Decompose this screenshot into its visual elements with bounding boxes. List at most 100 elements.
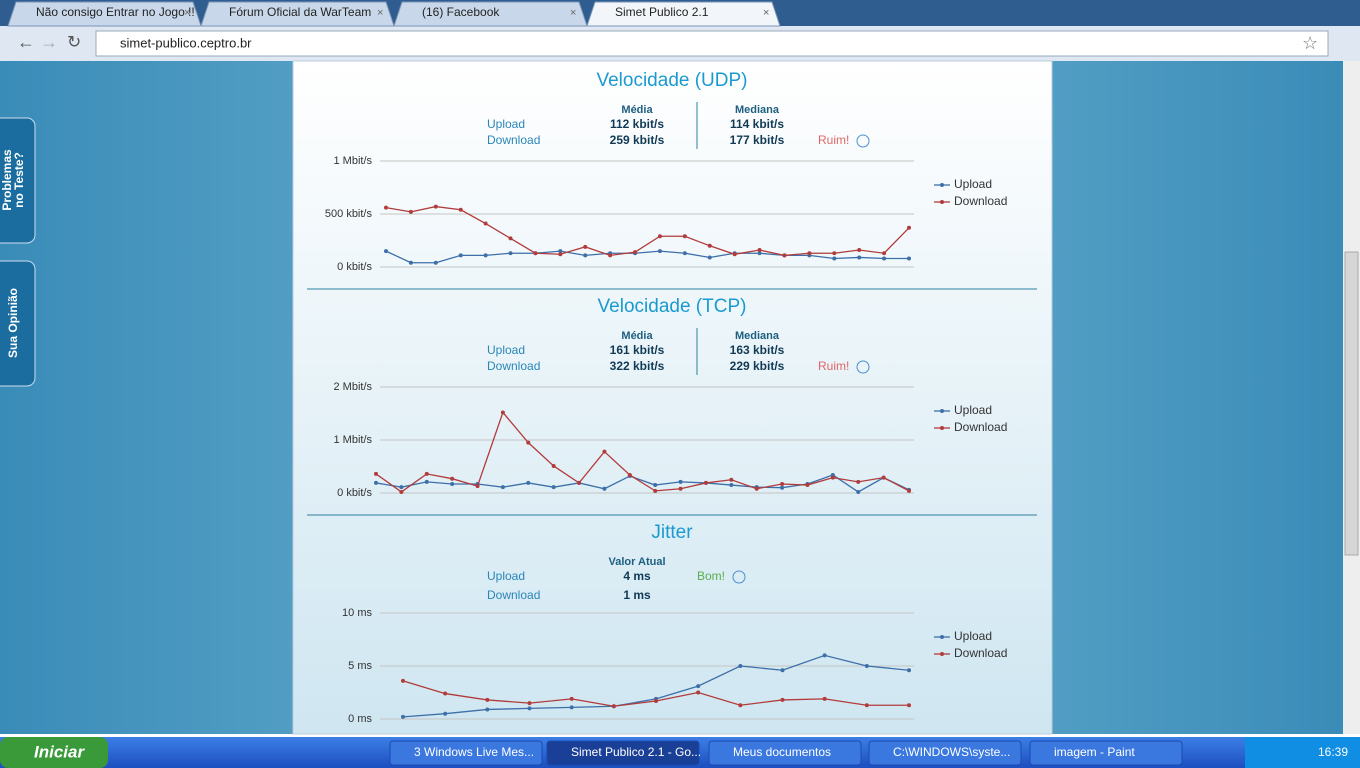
point (682, 251, 687, 256)
point (678, 479, 683, 484)
point (424, 471, 429, 476)
point (583, 253, 588, 258)
point (780, 668, 785, 673)
point (780, 485, 785, 490)
tab[interactable] (7, 1, 202, 27)
taskbar-item[interactable] (868, 740, 1022, 766)
clock: 16:39 (1318, 745, 1348, 759)
point (602, 449, 607, 454)
taskbar-item-label: Simet Publico 2.1 - Go... (571, 745, 701, 759)
point (500, 485, 505, 490)
point (703, 480, 708, 485)
point (830, 475, 835, 480)
tab-close[interactable]: × (763, 7, 769, 19)
rating: Bom! (697, 569, 725, 583)
bookmark-star[interactable]: ☆ (1302, 33, 1318, 53)
tab-close[interactable]: × (377, 7, 383, 19)
point (475, 484, 480, 489)
start-label: Iniciar (34, 742, 85, 761)
line (375, 474, 910, 493)
tab-close[interactable]: × (570, 7, 576, 19)
point (569, 696, 574, 701)
tab[interactable] (200, 1, 395, 27)
start-button[interactable] (0, 737, 108, 768)
point (832, 256, 837, 261)
tab[interactable] (393, 1, 588, 27)
stats-value: 4 ms (623, 569, 651, 583)
point (822, 696, 827, 701)
tab-title: Fórum Oficial da WarTeam (229, 5, 371, 19)
y-tick-label: 0 kbit/s (337, 261, 372, 273)
content-panel (292, 60, 1053, 735)
point (907, 256, 911, 261)
point (696, 690, 701, 695)
back-button[interactable]: ← (17, 32, 35, 52)
point (458, 253, 463, 258)
point (399, 485, 404, 490)
point (384, 249, 388, 254)
legend-label: Upload (954, 629, 992, 643)
point (738, 664, 743, 668)
point (583, 244, 588, 249)
y-tick-label: 500 kbit/s (325, 208, 373, 220)
taskbar-item[interactable] (1029, 740, 1183, 766)
reload-button[interactable]: ↻ (67, 32, 81, 51)
stats-value: 161 kbit/s (610, 343, 665, 357)
point (657, 249, 662, 254)
taskbar-item[interactable] (546, 740, 700, 766)
stats-label: Upload (487, 117, 525, 131)
line (375, 411, 910, 493)
point (508, 251, 513, 256)
point (443, 711, 448, 716)
point (832, 251, 837, 256)
point (443, 691, 448, 696)
point (780, 481, 785, 486)
point (408, 260, 413, 265)
point (433, 260, 438, 265)
stats-label: Download (487, 133, 540, 147)
tab[interactable] (586, 1, 781, 27)
point (558, 249, 563, 254)
tab-close[interactable]: × (184, 7, 190, 19)
taskbar-item[interactable] (708, 740, 862, 766)
tab-title: Não consigo Entrar no Jogo !! (36, 5, 195, 19)
sidebar-button[interactable] (0, 117, 36, 244)
line (385, 250, 909, 264)
point (907, 703, 911, 708)
point (608, 253, 613, 258)
tray (1245, 737, 1360, 768)
taskbar-item[interactable] (389, 740, 543, 766)
point (822, 653, 827, 658)
point (450, 476, 455, 481)
point (907, 668, 911, 673)
point (738, 703, 743, 708)
point (485, 707, 490, 712)
address-bar[interactable] (95, 30, 1329, 57)
stats-label: Download (487, 359, 540, 373)
point (633, 250, 638, 255)
point (401, 714, 405, 719)
scrollbar-thumb[interactable] (1344, 251, 1359, 556)
legend-dot (940, 426, 944, 430)
point (882, 256, 887, 261)
help-icon[interactable] (856, 360, 870, 374)
point (857, 248, 862, 253)
point (508, 236, 513, 241)
sidebar-button[interactable] (0, 260, 36, 387)
point (577, 480, 582, 485)
sidebar-label: no Teste? (12, 152, 26, 208)
stats-label: Download (487, 588, 540, 602)
point (729, 483, 734, 488)
taskbar-item-label: imagem - Paint (1054, 745, 1135, 759)
point (678, 486, 683, 491)
y-tick-label: 1 Mbit/s (333, 434, 372, 446)
forward-button[interactable]: → (40, 32, 58, 52)
help-icon[interactable] (732, 570, 746, 584)
help-icon[interactable] (856, 134, 870, 148)
point (857, 255, 862, 260)
point (757, 248, 762, 253)
tab-title: Simet Publico 2.1 (615, 5, 709, 19)
point (533, 251, 538, 256)
legend-dot (940, 409, 944, 413)
point (754, 486, 759, 491)
